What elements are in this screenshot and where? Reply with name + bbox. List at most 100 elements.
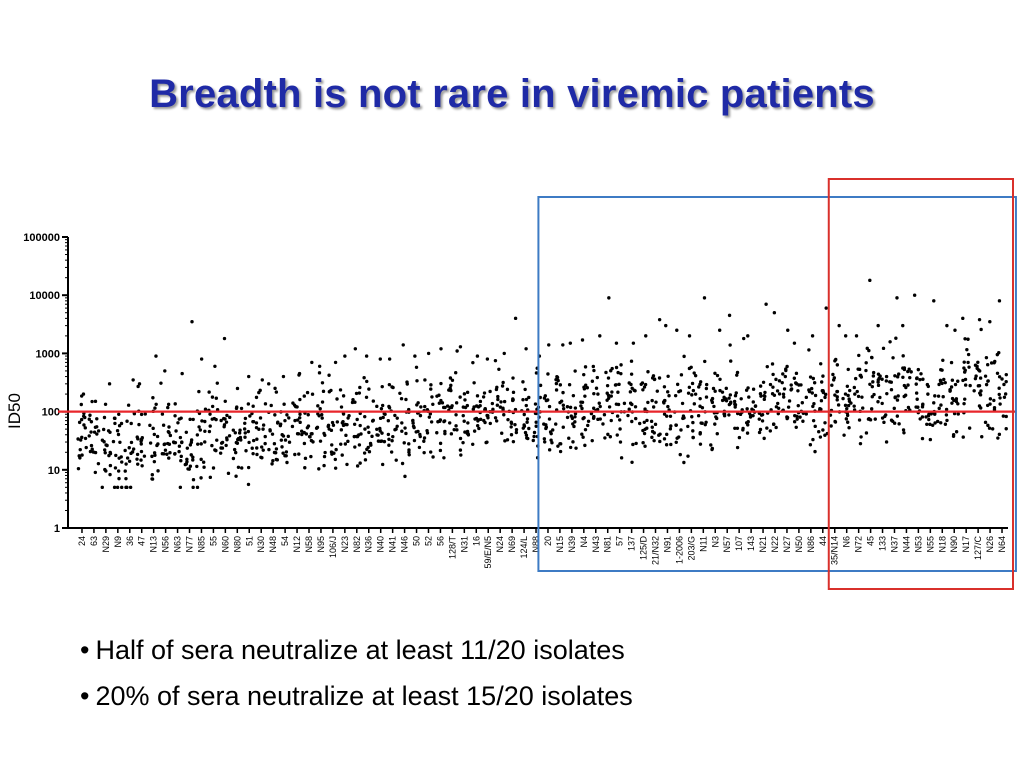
data-point <box>687 334 692 338</box>
data-point <box>727 313 732 318</box>
data-point <box>984 382 989 387</box>
data-point <box>686 391 691 395</box>
data-point <box>980 435 984 439</box>
data-point <box>609 369 613 373</box>
x-tick-label: 45 <box>866 536 876 546</box>
data-point <box>650 435 654 440</box>
data-point <box>606 376 611 380</box>
data-point <box>329 428 334 433</box>
x-tick-label: N31 <box>459 536 469 553</box>
data-point <box>861 406 865 410</box>
data-point <box>565 405 570 409</box>
data-point <box>498 405 503 409</box>
data-point <box>495 385 499 390</box>
data-point <box>902 366 907 370</box>
data-point <box>422 439 426 443</box>
data-point <box>435 431 439 435</box>
overlays <box>58 178 1017 590</box>
data-point <box>876 323 880 328</box>
data-point <box>183 462 188 467</box>
data-point <box>310 360 314 365</box>
data-point <box>753 404 758 408</box>
data-point <box>263 441 267 446</box>
data-point <box>843 392 848 396</box>
data-point <box>167 442 172 446</box>
data-point <box>821 428 825 432</box>
data-point <box>961 378 965 383</box>
data-point <box>992 398 996 403</box>
data-point <box>618 427 622 431</box>
data-point <box>514 430 519 435</box>
data-point <box>626 413 630 418</box>
data-point <box>478 417 483 422</box>
data-point <box>713 422 717 426</box>
data-point <box>937 406 941 411</box>
data-point <box>370 419 375 423</box>
data-point <box>137 422 141 427</box>
data-point <box>835 395 839 399</box>
data-point <box>364 395 369 399</box>
data-point <box>561 406 566 411</box>
data-point <box>711 386 716 391</box>
data-point <box>171 440 176 444</box>
data-point <box>475 423 480 428</box>
data-point <box>215 438 219 442</box>
data-point <box>619 363 623 367</box>
data-point <box>295 418 300 422</box>
data-point <box>745 431 750 435</box>
data-point <box>339 442 343 446</box>
data-point <box>617 382 621 387</box>
data-point <box>442 456 446 460</box>
data-point <box>765 426 769 430</box>
data-point <box>235 386 240 391</box>
data-point <box>703 359 707 364</box>
data-point <box>558 449 563 454</box>
data-point <box>511 390 516 395</box>
data-point <box>466 421 470 425</box>
data-point <box>650 425 654 429</box>
data-point <box>986 423 990 428</box>
data-point <box>447 388 451 392</box>
data-point <box>394 427 398 431</box>
data-point <box>835 398 839 402</box>
data-point <box>513 407 518 412</box>
data-point <box>927 417 931 422</box>
data-point <box>327 373 331 377</box>
data-point <box>977 383 982 388</box>
data-point <box>363 414 367 419</box>
x-tick-label: 55 <box>208 536 218 546</box>
data-point <box>569 414 573 418</box>
data-point <box>796 389 800 393</box>
data-point <box>225 436 229 440</box>
data-point <box>697 385 701 389</box>
data-point <box>956 412 960 416</box>
data-point <box>735 426 740 430</box>
data-point <box>227 434 232 438</box>
data-point <box>547 343 551 347</box>
data-point <box>198 428 203 432</box>
data-point <box>629 359 634 363</box>
data-point <box>246 482 251 487</box>
data-point <box>583 427 588 432</box>
x-tick-label: N58 <box>304 536 314 553</box>
x-tick-label: N22 <box>770 536 780 553</box>
data-point <box>505 387 510 392</box>
x-tick-label: N95 <box>316 536 326 553</box>
data-point <box>785 415 790 420</box>
data-points <box>76 278 1008 490</box>
data-point <box>279 438 284 442</box>
data-point <box>418 413 423 418</box>
data-point <box>412 438 417 443</box>
data-point <box>772 311 777 315</box>
data-point <box>615 414 620 418</box>
data-point <box>811 376 816 381</box>
data-point <box>690 415 694 419</box>
data-point <box>735 445 740 450</box>
data-point <box>977 317 982 322</box>
data-point <box>914 391 919 395</box>
data-point <box>162 452 166 456</box>
data-point <box>810 334 815 338</box>
x-tick-label: 127/C <box>973 536 983 561</box>
data-point <box>400 461 405 466</box>
data-point <box>933 394 937 398</box>
